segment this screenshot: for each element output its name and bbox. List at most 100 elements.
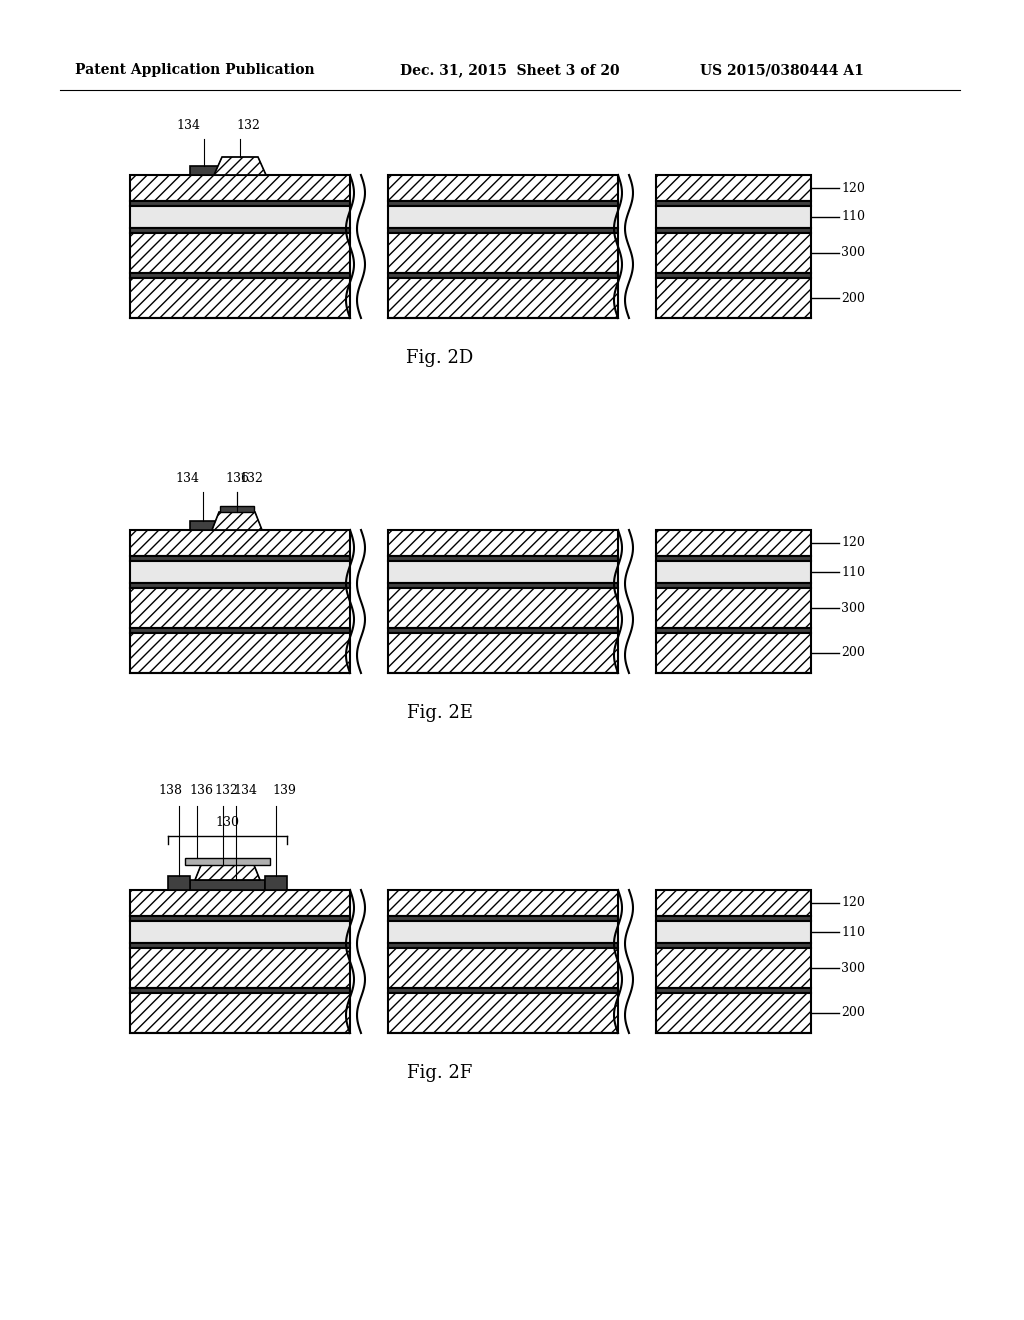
Bar [130,993,350,1034]
Bar [656,993,811,1034]
Bar [656,948,811,987]
Bar [388,556,618,561]
Bar [388,201,618,206]
Text: 136: 136 [225,473,249,484]
Bar [130,628,350,634]
Bar [656,587,811,628]
Text: 110: 110 [841,565,865,578]
Bar [388,587,618,628]
Text: 200: 200 [841,292,865,305]
Bar [656,234,811,273]
Bar [656,634,811,673]
Bar [656,890,811,916]
Bar [190,166,218,176]
Bar [388,916,618,921]
Bar [388,890,618,916]
Polygon shape [195,865,260,880]
Bar [388,206,618,228]
Bar [388,176,618,201]
Bar [388,279,618,318]
Bar [130,531,350,556]
Bar [656,206,811,228]
Bar [656,634,811,673]
Text: 200: 200 [841,1006,865,1019]
Bar [130,206,350,228]
Bar [388,628,618,634]
Bar [220,506,254,512]
Bar [388,987,618,993]
Text: 110: 110 [841,925,865,939]
Bar [190,880,265,890]
Text: 110: 110 [841,210,865,223]
Bar [656,561,811,583]
Bar [130,634,350,673]
Bar [130,561,350,583]
Text: 300: 300 [841,247,865,260]
Bar [130,993,350,1034]
Bar [388,587,618,628]
Bar [388,993,618,1034]
Bar [130,531,350,556]
Text: 134: 134 [176,119,200,132]
Bar [656,273,811,279]
Text: 134: 134 [233,784,257,797]
Bar [656,587,811,628]
Bar [656,556,811,561]
Bar [656,942,811,948]
Bar [130,587,350,628]
Bar [130,279,350,318]
Text: Fig. 2E: Fig. 2E [407,704,473,722]
Bar [388,634,618,673]
Bar [130,279,350,318]
Text: 130: 130 [215,816,240,829]
Bar [168,876,190,890]
Text: 120: 120 [841,536,865,549]
Bar [130,234,350,273]
Bar [130,176,350,201]
Text: US 2015/0380444 A1: US 2015/0380444 A1 [700,63,864,77]
Text: 120: 120 [841,181,865,194]
Bar [388,921,618,942]
Bar [656,916,811,921]
Bar [656,890,811,916]
Bar [656,176,811,201]
Bar [388,531,618,556]
Text: 136: 136 [189,784,213,797]
Bar [388,948,618,987]
Bar [388,948,618,987]
Bar [130,228,350,234]
Bar [130,273,350,279]
Bar [130,921,350,942]
Text: Fig. 2F: Fig. 2F [408,1064,473,1082]
Bar [388,634,618,673]
Bar [130,556,350,561]
Text: Patent Application Publication: Patent Application Publication [75,63,314,77]
Bar [656,583,811,587]
Bar [656,176,811,201]
Bar [130,583,350,587]
Bar [130,948,350,987]
Bar [656,228,811,234]
Text: 134: 134 [175,473,199,484]
Polygon shape [212,512,262,531]
Text: 139: 139 [272,784,296,797]
Bar [656,201,811,206]
Bar [656,987,811,993]
Text: Fig. 2D: Fig. 2D [407,348,474,367]
Bar [388,273,618,279]
Bar [388,234,618,273]
Bar [190,521,215,531]
Text: 132: 132 [236,119,260,132]
Bar [656,279,811,318]
Text: Dec. 31, 2015  Sheet 3 of 20: Dec. 31, 2015 Sheet 3 of 20 [400,63,620,77]
Bar [388,583,618,587]
Bar [130,587,350,628]
Bar [656,628,811,634]
Bar [656,531,811,556]
Bar [130,234,350,273]
Bar [388,176,618,201]
Bar [130,916,350,921]
Text: 300: 300 [841,602,865,615]
Bar [388,228,618,234]
Bar [130,890,350,916]
